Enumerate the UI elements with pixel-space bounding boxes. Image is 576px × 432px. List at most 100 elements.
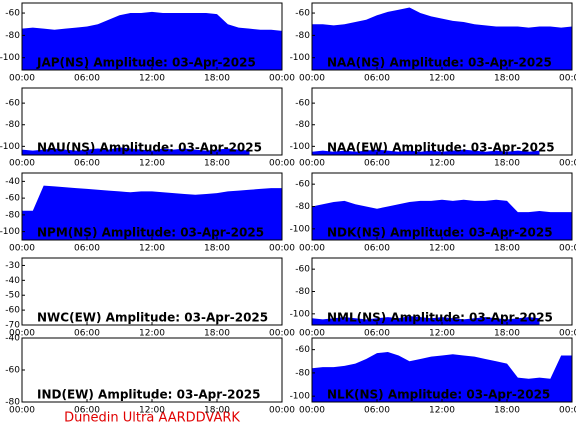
x-tick-label: 00:00 xyxy=(9,329,35,339)
x-tick-label: 12:00 xyxy=(139,406,165,416)
x-tick-label: 18:00 xyxy=(204,329,230,339)
panel-title: NML(NS) Amplitude: 03-Apr-2025 xyxy=(327,311,553,325)
x-tick-label: 00:00 xyxy=(299,159,325,169)
y-tick-label: -80 xyxy=(5,210,20,220)
amplitude-area xyxy=(312,7,572,70)
x-tick-label: 12:00 xyxy=(139,74,165,84)
x-tick-label: 12:00 xyxy=(429,244,455,254)
panel-title: NAU(NS) Amplitude: 03-Apr-2025 xyxy=(37,141,262,155)
x-tick-label: 12:00 xyxy=(429,406,455,416)
x-tick-label: 06:00 xyxy=(74,74,100,84)
x-tick-label: 00:00 xyxy=(269,74,295,84)
amplitude-area xyxy=(312,199,572,240)
y-tick-label: -40 xyxy=(5,334,20,344)
x-tick-label: 06:00 xyxy=(364,329,390,339)
x-tick-label: 00:00 xyxy=(299,74,325,84)
x-tick-label: 00:00 xyxy=(9,244,35,254)
y-tick-label: -60 xyxy=(295,99,310,109)
y-tick-label: -60 xyxy=(295,9,310,19)
y-tick-label: -60 xyxy=(5,366,20,376)
x-tick-label: 18:00 xyxy=(494,74,520,84)
y-tick-label: -100 xyxy=(0,53,20,63)
y-tick-label: -80 xyxy=(5,120,20,130)
y-tick-label: -100 xyxy=(290,392,311,402)
amplitude-area xyxy=(312,316,540,325)
x-tick-label: 18:00 xyxy=(204,159,230,169)
x-tick-label: 00:00 xyxy=(559,159,576,169)
y-tick-label: -80 xyxy=(295,120,310,130)
x-tick-label: 00:00 xyxy=(559,406,576,416)
x-tick-label: 06:00 xyxy=(74,406,100,416)
y-tick-label: -40 xyxy=(5,276,20,286)
x-tick-label: 00:00 xyxy=(299,406,325,416)
y-tick-label: -30 xyxy=(5,261,20,271)
x-tick-label: 12:00 xyxy=(139,329,165,339)
y-tick-label: -50 xyxy=(5,291,20,301)
x-tick-label: 12:00 xyxy=(429,159,455,169)
x-tick-label: 00:00 xyxy=(299,329,325,339)
y-tick-label: -60 xyxy=(5,194,20,204)
x-tick-label: 18:00 xyxy=(204,244,230,254)
amplitude-area xyxy=(312,149,540,155)
x-tick-label: 12:00 xyxy=(139,159,165,169)
x-tick-label: 18:00 xyxy=(494,406,520,416)
x-tick-label: 00:00 xyxy=(9,406,35,416)
y-tick-label: -80 xyxy=(5,31,20,41)
x-tick-label: 00:00 xyxy=(559,74,576,84)
x-tick-label: 00:00 xyxy=(559,244,576,254)
y-tick-label: -80 xyxy=(295,368,310,378)
x-tick-label: 00:00 xyxy=(269,159,295,169)
panel-title: NDK(NS) Amplitude: 03-Apr-2025 xyxy=(327,226,553,240)
y-tick-label: -100 xyxy=(290,142,311,152)
y-tick-label: -60 xyxy=(295,180,310,190)
panel-title: JAP(NS) Amplitude: 03-Apr-2025 xyxy=(36,56,256,70)
amplitude-area xyxy=(22,11,282,70)
x-tick-label: 12:00 xyxy=(139,244,165,254)
amplitude-area xyxy=(22,147,250,155)
y-tick-label: -80 xyxy=(295,287,310,297)
x-tick-label: 06:00 xyxy=(364,406,390,416)
amplitude-area xyxy=(22,185,282,240)
panel-title: NPM(NS) Amplitude: 03-Apr-2025 xyxy=(37,226,264,240)
y-tick-label: -80 xyxy=(295,31,310,41)
y-tick-label: -100 xyxy=(0,142,20,152)
y-tick-label: -40 xyxy=(5,177,20,187)
y-tick-label: -80 xyxy=(5,398,20,408)
x-tick-label: 18:00 xyxy=(204,74,230,84)
x-tick-label: 06:00 xyxy=(364,244,390,254)
x-tick-label: 12:00 xyxy=(429,74,455,84)
y-tick-label: -60 xyxy=(5,9,20,19)
footer: Dunedin Ultra AARDDVARK xyxy=(64,411,240,426)
x-tick-label: 06:00 xyxy=(74,159,100,169)
y-tick-label: -60 xyxy=(295,265,310,275)
x-tick-label: 00:00 xyxy=(559,329,576,339)
x-tick-label: 06:00 xyxy=(364,159,390,169)
panel-title: NAA(EW) Amplitude: 03-Apr-2025 xyxy=(327,141,555,155)
x-tick-label: 00:00 xyxy=(269,329,295,339)
amplitude-area xyxy=(312,351,572,402)
x-tick-label: 00:00 xyxy=(9,159,35,169)
x-tick-label: 12:00 xyxy=(429,329,455,339)
y-tick-label: -70 xyxy=(5,321,20,331)
x-tick-label: 18:00 xyxy=(204,406,230,416)
y-tick-label: -60 xyxy=(295,345,310,355)
y-tick-label: -60 xyxy=(5,306,20,316)
y-tick-label: -100 xyxy=(290,53,311,63)
panel-title: NAA(NS) Amplitude: 03-Apr-2025 xyxy=(327,56,552,70)
panel-title: IND(EW) Amplitude: 03-Apr-2025 xyxy=(37,388,261,402)
y-tick-label: -60 xyxy=(5,99,20,109)
panel-title: NLK(NS) Amplitude: 03-Apr-2025 xyxy=(327,388,550,402)
x-tick-label: 18:00 xyxy=(494,329,520,339)
x-tick-label: 06:00 xyxy=(74,329,100,339)
y-tick-label: -100 xyxy=(290,224,311,234)
x-tick-label: 18:00 xyxy=(494,244,520,254)
panel-title: NWC(EW) Amplitude: 03-Apr-2025 xyxy=(37,311,268,325)
x-tick-label: 06:00 xyxy=(364,74,390,84)
x-tick-label: 00:00 xyxy=(299,244,325,254)
y-tick-label: -100 xyxy=(290,309,311,319)
x-tick-label: 18:00 xyxy=(494,159,520,169)
y-tick-label: -80 xyxy=(295,202,310,212)
x-tick-label: 00:00 xyxy=(269,244,295,254)
y-tick-label: -100 xyxy=(0,227,20,237)
